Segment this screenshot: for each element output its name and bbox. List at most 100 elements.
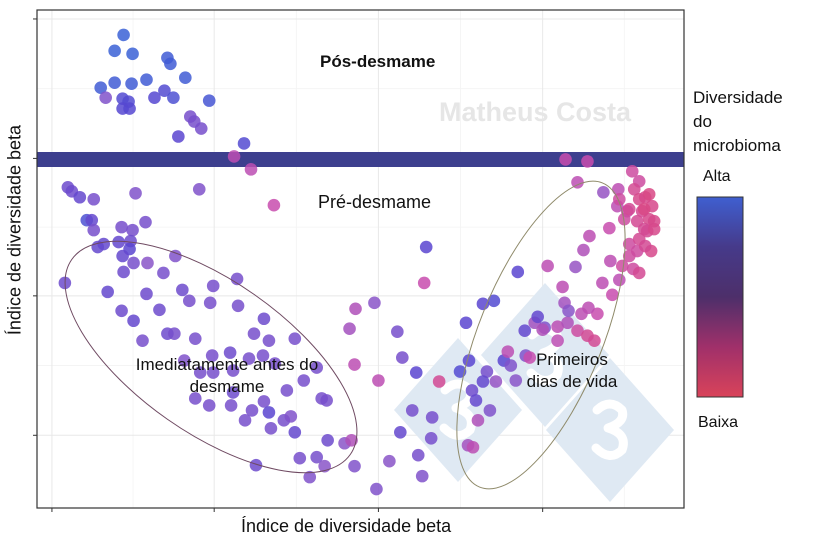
data-point <box>370 482 383 496</box>
data-point <box>167 91 180 104</box>
data-point <box>409 366 423 379</box>
data-point <box>466 440 480 454</box>
legend-title-line3: microbioma <box>693 136 781 155</box>
data-point <box>511 265 525 279</box>
data-point <box>469 394 483 407</box>
data-point <box>244 163 258 176</box>
data-point <box>627 182 641 196</box>
data-point <box>637 222 651 236</box>
data-point <box>87 223 101 237</box>
data-point <box>224 399 238 412</box>
data-point <box>391 325 404 339</box>
data-point <box>561 316 574 330</box>
data-point <box>188 392 202 405</box>
data-point <box>606 288 619 302</box>
data-point <box>158 84 171 97</box>
data-point <box>85 213 99 227</box>
data-point <box>343 322 356 336</box>
data-point <box>483 404 497 417</box>
data-point <box>101 285 114 299</box>
data-point <box>348 459 361 473</box>
data-point <box>415 469 429 483</box>
data-point <box>625 165 639 178</box>
data-point <box>264 422 278 435</box>
data-point <box>476 297 490 311</box>
data-point <box>112 235 125 249</box>
data-point <box>551 334 564 347</box>
data-point <box>182 294 196 308</box>
data-point <box>193 366 207 379</box>
ellipse-first-days <box>456 180 626 490</box>
data-point <box>577 243 590 257</box>
data-point <box>612 182 625 196</box>
data-point <box>99 91 112 104</box>
annotation-first-days-line2: dias de vida <box>526 372 618 391</box>
data-point <box>226 364 240 377</box>
data-point <box>268 357 282 370</box>
data-point <box>569 260 582 274</box>
data-point <box>115 304 128 318</box>
data-point <box>622 202 636 216</box>
data-point <box>613 192 626 206</box>
legend-title-line2: do <box>693 112 712 131</box>
data-point <box>153 303 166 317</box>
data-point <box>262 334 276 347</box>
data-point <box>504 359 518 372</box>
axis-ticks <box>33 18 544 512</box>
data-point <box>227 150 241 163</box>
data-point <box>581 155 594 168</box>
data-point <box>562 304 575 318</box>
data-point <box>87 192 101 206</box>
data-point <box>192 182 206 196</box>
legend-high-label: Alta <box>703 168 731 185</box>
data-point <box>139 215 152 229</box>
y-axis-label: Índice de diversidade beta <box>4 124 25 336</box>
data-point <box>123 102 136 115</box>
data-point <box>126 223 139 237</box>
data-point <box>642 187 656 201</box>
legend-title: Diversidade do microbioma <box>693 86 783 158</box>
data-point <box>417 276 431 290</box>
annotation-first-days-line1: Primeiros <box>536 350 608 369</box>
data-point <box>94 81 108 94</box>
data-point <box>237 137 251 150</box>
data-point <box>459 316 473 330</box>
data-point <box>394 426 407 439</box>
legend-low-label: Baixa <box>698 414 739 431</box>
data-point <box>202 94 216 107</box>
data-point <box>140 287 153 301</box>
data-point <box>604 254 617 268</box>
data-point <box>164 57 177 71</box>
data-point <box>108 76 121 90</box>
data-point <box>536 323 549 337</box>
data-point <box>205 349 219 362</box>
data-point <box>288 426 302 439</box>
data-point <box>148 91 161 104</box>
data-point <box>372 374 385 387</box>
data-point <box>168 327 181 341</box>
data-point <box>108 44 121 58</box>
data-point <box>501 345 515 358</box>
colorbar <box>696 196 744 398</box>
data-point <box>245 404 259 417</box>
data-point <box>551 320 564 334</box>
data-point <box>169 249 182 263</box>
data-point <box>349 302 362 316</box>
data-point <box>582 301 595 315</box>
data-point <box>310 450 324 464</box>
data-point <box>231 299 245 313</box>
data-point <box>125 77 138 91</box>
data-point <box>303 470 317 484</box>
data-point <box>597 185 610 199</box>
data-point <box>297 374 311 387</box>
data-point <box>596 276 609 290</box>
data-point <box>176 283 189 297</box>
data-point <box>518 324 532 338</box>
data-point <box>642 212 656 226</box>
data-point <box>188 332 202 345</box>
data-point <box>293 451 307 465</box>
data-point <box>615 259 629 273</box>
data-point <box>136 334 149 347</box>
data-point <box>262 406 276 419</box>
